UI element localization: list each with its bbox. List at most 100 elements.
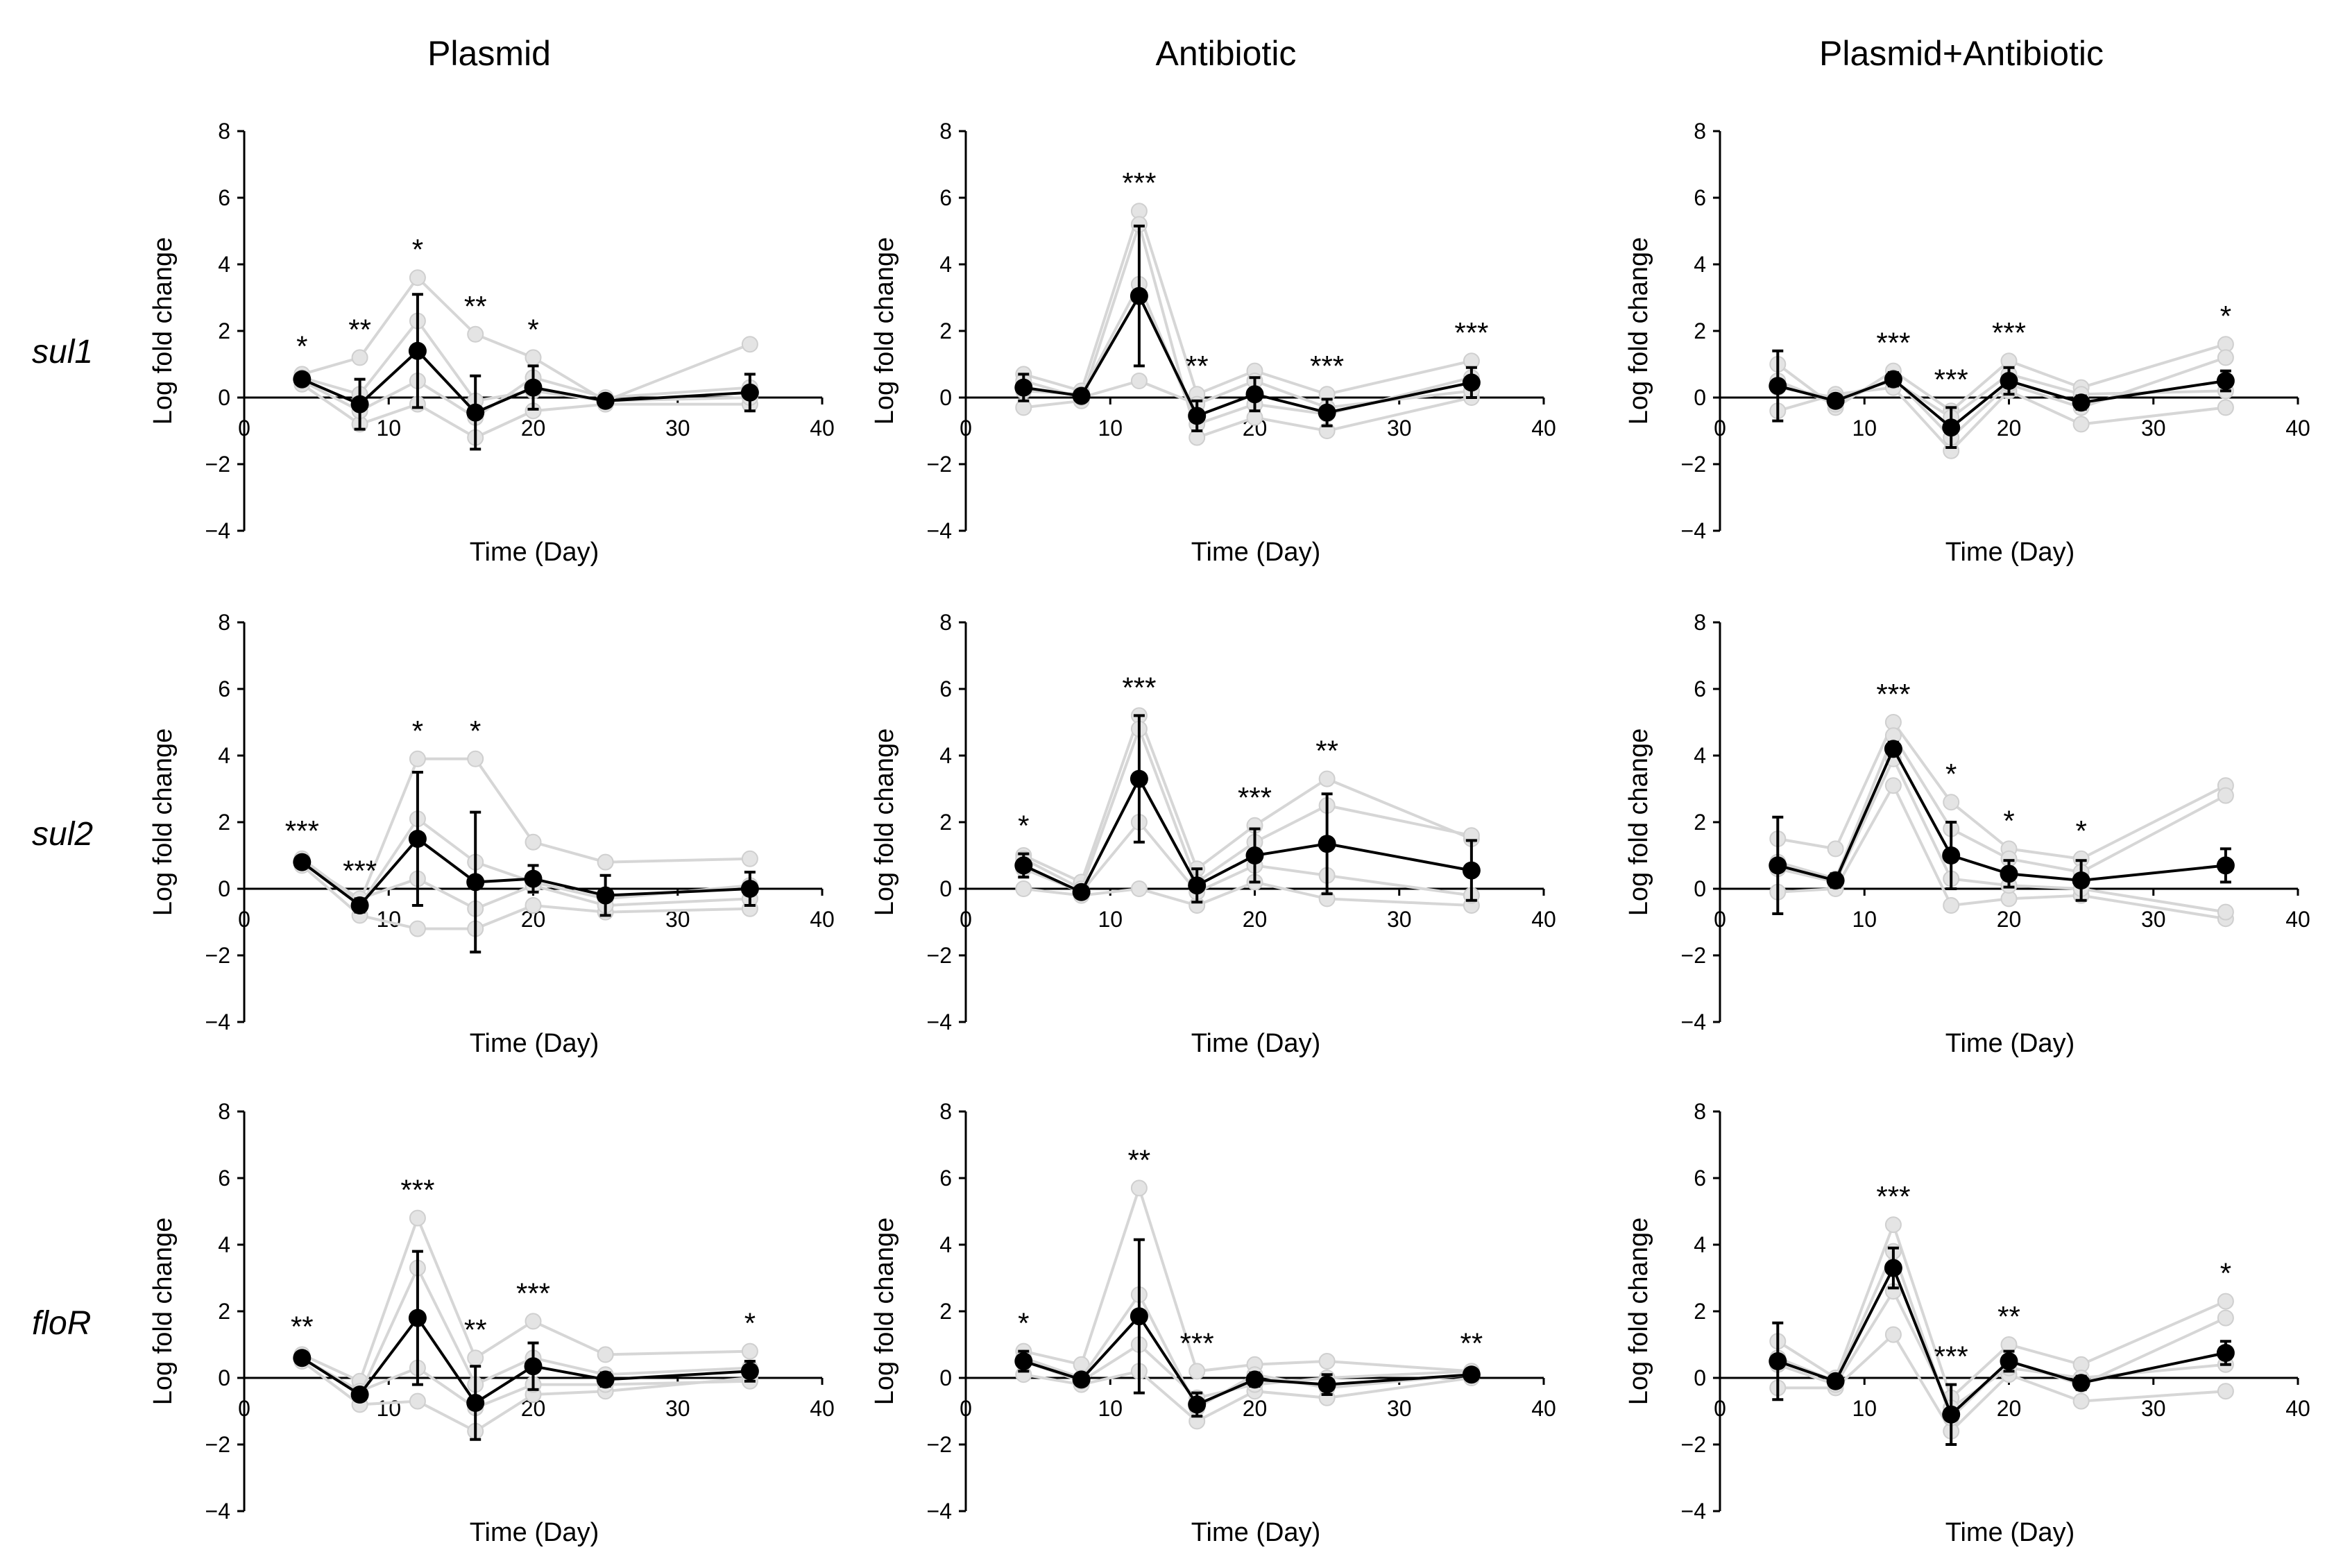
replicate-line — [1777, 1247, 2226, 1421]
mean-point — [1072, 386, 1091, 405]
x-tick-label: 0 — [960, 416, 972, 441]
mean-point — [2072, 1374, 2090, 1392]
mean-point — [1188, 407, 1207, 425]
y-tick-label: −4 — [1681, 1009, 1706, 1034]
y-axis-title: Log fold change — [148, 728, 178, 916]
replicate-point — [1318, 1353, 1336, 1370]
x-axis-title: Time (Day) — [470, 1029, 599, 1058]
mean-point — [1826, 871, 1845, 889]
y-tick-label: 6 — [1694, 185, 1706, 210]
y-tick-label: 6 — [939, 676, 952, 701]
x-axis-title: Time (Day) — [1191, 538, 1320, 567]
y-tick-label: 2 — [1694, 318, 1706, 343]
y-tick-label: 8 — [218, 1099, 230, 1124]
significance-label: *** — [1992, 316, 2026, 349]
y-tick-label: −4 — [927, 518, 952, 543]
y-tick-label: −2 — [205, 943, 230, 968]
y-axis-title: Log fold change — [148, 237, 178, 425]
replicate-point — [409, 1392, 426, 1410]
y-axis-title: Log fold change — [870, 728, 899, 916]
panel-sul2-antibiotic: −4 −2 0 2 4 6 8 0 10 20 30 40 Time (Day) Log fold cha… — [870, 610, 1556, 1058]
y-tick-label: 0 — [939, 385, 952, 410]
replicate-point — [525, 897, 542, 914]
x-tick-label: 0 — [1714, 907, 1726, 932]
replicate-point — [2217, 399, 2234, 416]
x-tick-label: 10 — [1852, 907, 1877, 932]
replicate-point — [1943, 897, 1960, 914]
y-tick-label: 8 — [218, 610, 230, 635]
y-axis-title: Log fold change — [870, 237, 899, 425]
significance-label: ** — [1128, 1143, 1151, 1176]
y-tick-label: −2 — [927, 1432, 952, 1457]
y-tick-label: 2 — [218, 1299, 230, 1324]
y-tick-label: 4 — [939, 1232, 952, 1257]
mean-point — [1245, 385, 1264, 404]
replicate-point — [1130, 1179, 1148, 1197]
x-tick-label: 30 — [2141, 1396, 2166, 1421]
mean-point — [1884, 370, 1902, 389]
significance-label: * — [1018, 810, 1029, 842]
x-axis-title: Time (Day) — [1945, 1518, 2074, 1547]
mean-point — [2216, 372, 2235, 390]
y-tick-label: 6 — [218, 676, 230, 701]
mean-point — [1769, 377, 1787, 395]
x-tick-label: 40 — [1531, 907, 1556, 932]
replicate-point — [525, 349, 542, 366]
mean-point — [596, 886, 615, 905]
mean-point — [2072, 393, 2090, 412]
y-tick-label: 8 — [1694, 610, 1706, 635]
y-tick-label: 4 — [218, 743, 230, 768]
mean-point — [1072, 1370, 1091, 1389]
x-tick-label: 10 — [376, 416, 401, 441]
mean-point — [2000, 864, 2018, 883]
mean-point — [350, 896, 369, 914]
replicate-point — [1884, 1326, 1902, 1343]
mean-point — [1462, 373, 1481, 392]
y-tick-label: 6 — [939, 1166, 952, 1191]
x-axis-title: Time (Day) — [470, 538, 599, 567]
significance-label: * — [412, 715, 423, 747]
x-tick-label: 40 — [810, 416, 835, 441]
mean-point — [1884, 1259, 1902, 1277]
mean-point — [596, 391, 615, 410]
y-tick-label: −2 — [205, 452, 230, 477]
y-tick-label: −4 — [205, 1009, 230, 1034]
x-tick-label: 10 — [1098, 907, 1123, 932]
y-tick-label: 0 — [218, 876, 230, 901]
x-tick-label: 30 — [665, 416, 690, 441]
mean-point — [1014, 1352, 1033, 1370]
replicate-line — [1777, 719, 2226, 860]
mean-point — [524, 869, 543, 888]
panel-sul1-plasmid-antibiotic: −4 −2 0 2 4 6 8 0 10 20 30 40 Time (Day) Log fold cha… — [1624, 119, 2310, 567]
x-tick-label: 0 — [960, 907, 972, 932]
replicate-point — [351, 349, 368, 366]
mean-point — [1130, 287, 1148, 305]
mean-point — [1318, 1375, 1336, 1394]
x-axis-title: Time (Day) — [1945, 538, 2074, 567]
y-tick-label: 8 — [939, 119, 952, 144]
mean-point — [2000, 1352, 2018, 1370]
replicate-point — [741, 850, 758, 867]
panel-sul2-plasmid-antibiotic: −4 −2 0 2 4 6 8 0 10 20 30 40 Time (Day) Log fold cha… — [1624, 610, 2310, 1058]
significance-label: ** — [291, 1310, 314, 1343]
mean-point — [740, 1362, 759, 1381]
mean-point — [1188, 1395, 1207, 1414]
x-tick-label: 30 — [1387, 416, 1412, 441]
mean-point — [1769, 856, 1787, 875]
panel-sul1-plasmid: −4 −2 0 2 4 6 8 0 10 20 30 40 Time (Day) Log fold cha… — [148, 119, 835, 567]
x-tick-label: 40 — [2285, 1396, 2310, 1421]
mean-point — [1130, 769, 1148, 788]
mean-point — [1014, 856, 1033, 875]
row-label-sul2: sul2 — [32, 816, 94, 853]
mean-point — [293, 853, 312, 871]
significance-label: * — [296, 330, 307, 362]
mean-point — [1014, 378, 1033, 397]
y-tick-label: 6 — [1694, 676, 1706, 701]
significance-label: * — [1018, 1307, 1029, 1340]
mean-point — [1942, 1405, 1961, 1424]
x-tick-label: 10 — [1852, 1396, 1877, 1421]
mean-point — [2216, 856, 2235, 875]
y-tick-label: 0 — [1694, 385, 1706, 410]
mean-point — [350, 395, 369, 414]
